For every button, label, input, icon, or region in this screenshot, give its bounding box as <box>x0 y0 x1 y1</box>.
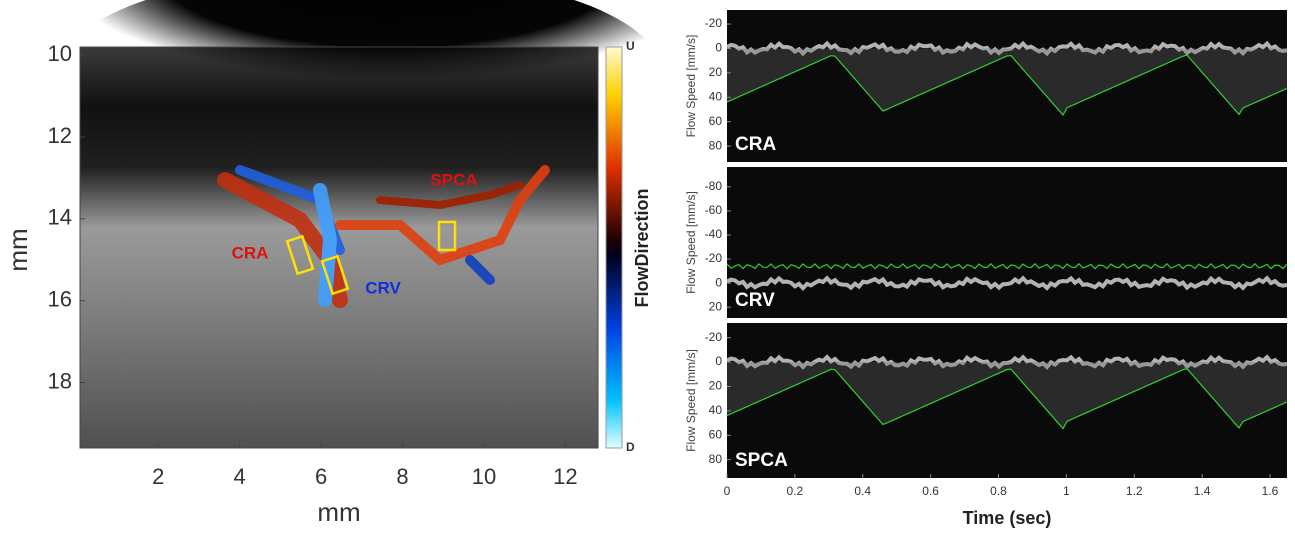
y-tick-label: 18 <box>48 368 72 393</box>
y-axis-label: Flow Speed [mm/s] <box>684 191 698 294</box>
x-tick-label: 0 <box>724 484 731 498</box>
y-tick-label: 16 <box>48 287 72 312</box>
x-tick-label: 1.6 <box>1262 484 1279 498</box>
x-tick-label: 0.6 <box>922 484 939 498</box>
x-tick-label: 2 <box>152 464 164 489</box>
vessel-label: CRA <box>232 243 269 262</box>
panel-label: CRA <box>735 134 776 155</box>
x-tick-label: 1.4 <box>1194 484 1211 498</box>
y-tick-label: 10 <box>48 41 72 66</box>
envelope <box>726 54 1288 117</box>
y-tick-label: 80 <box>709 452 723 466</box>
y-tick-label: 40 <box>709 89 723 103</box>
flow-haze <box>727 362 1287 429</box>
y-tick-label: -20 <box>705 251 723 265</box>
vessel-label: CRV <box>365 278 401 297</box>
x-tick-label: 0.2 <box>787 484 804 498</box>
y-tick-label: 14 <box>48 205 72 230</box>
spectrogram <box>727 10 1287 162</box>
x-tick-label: 1 <box>1063 484 1070 498</box>
y-tick-label: 80 <box>709 138 723 152</box>
y-tick-label: 40 <box>709 403 723 417</box>
spectrogram <box>727 167 1287 318</box>
panel-label: SPCA <box>735 450 788 471</box>
panel-label: CRV <box>735 290 775 311</box>
x-axis-label: Time (sec) <box>963 508 1052 528</box>
y-tick-label: 20 <box>709 299 723 313</box>
y-tick-label: -80 <box>705 179 723 193</box>
y-tick-label: -20 <box>705 16 723 30</box>
x-tick-label: 10 <box>472 464 496 489</box>
y-tick-label: 0 <box>715 275 722 289</box>
y-tick-label: -60 <box>705 203 723 217</box>
x-tick-label: 0.8 <box>990 484 1007 498</box>
colorbar <box>605 46 623 449</box>
vessel-label: SPCA <box>430 170 477 189</box>
x-tick-label: 8 <box>396 464 408 489</box>
colorbar-top-label: U <box>626 39 635 53</box>
x-tick-label: 4 <box>234 464 246 489</box>
x-tick-label: 6 <box>315 464 327 489</box>
x-tick-label: 12 <box>553 464 577 489</box>
y-axis-label: mm <box>3 228 33 271</box>
signal-band <box>726 40 1288 57</box>
y-tick-label: -20 <box>705 330 723 344</box>
axes-frame <box>79 46 599 449</box>
y-tick-label: 0 <box>715 41 722 55</box>
y-tick-label: 60 <box>709 114 723 128</box>
spectrogram <box>727 323 1287 478</box>
colorbar-label: FlowDirection <box>632 188 652 307</box>
x-tick-label: 1.2 <box>1126 484 1143 498</box>
y-tick-label: 60 <box>709 427 723 441</box>
y-tick-label: 20 <box>709 379 723 393</box>
flow-haze <box>727 48 1287 115</box>
colorbar-bottom-label: D <box>626 440 635 454</box>
y-axis-label: Flow Speed [mm/s] <box>684 35 698 138</box>
envelope <box>726 263 1288 270</box>
y-tick-label: 20 <box>709 65 723 79</box>
signal-band <box>726 275 1288 291</box>
x-tick-label: 0.4 <box>854 484 871 498</box>
ultrasound-image <box>60 0 660 448</box>
y-axis-label: Flow Speed [mm/s] <box>684 349 698 452</box>
y-tick-label: -40 <box>705 227 723 241</box>
envelope <box>726 368 1288 430</box>
y-tick-label: 0 <box>715 354 722 368</box>
x-axis-label: mm <box>317 497 360 527</box>
signal-band <box>726 354 1288 370</box>
y-tick-label: 12 <box>48 123 72 148</box>
